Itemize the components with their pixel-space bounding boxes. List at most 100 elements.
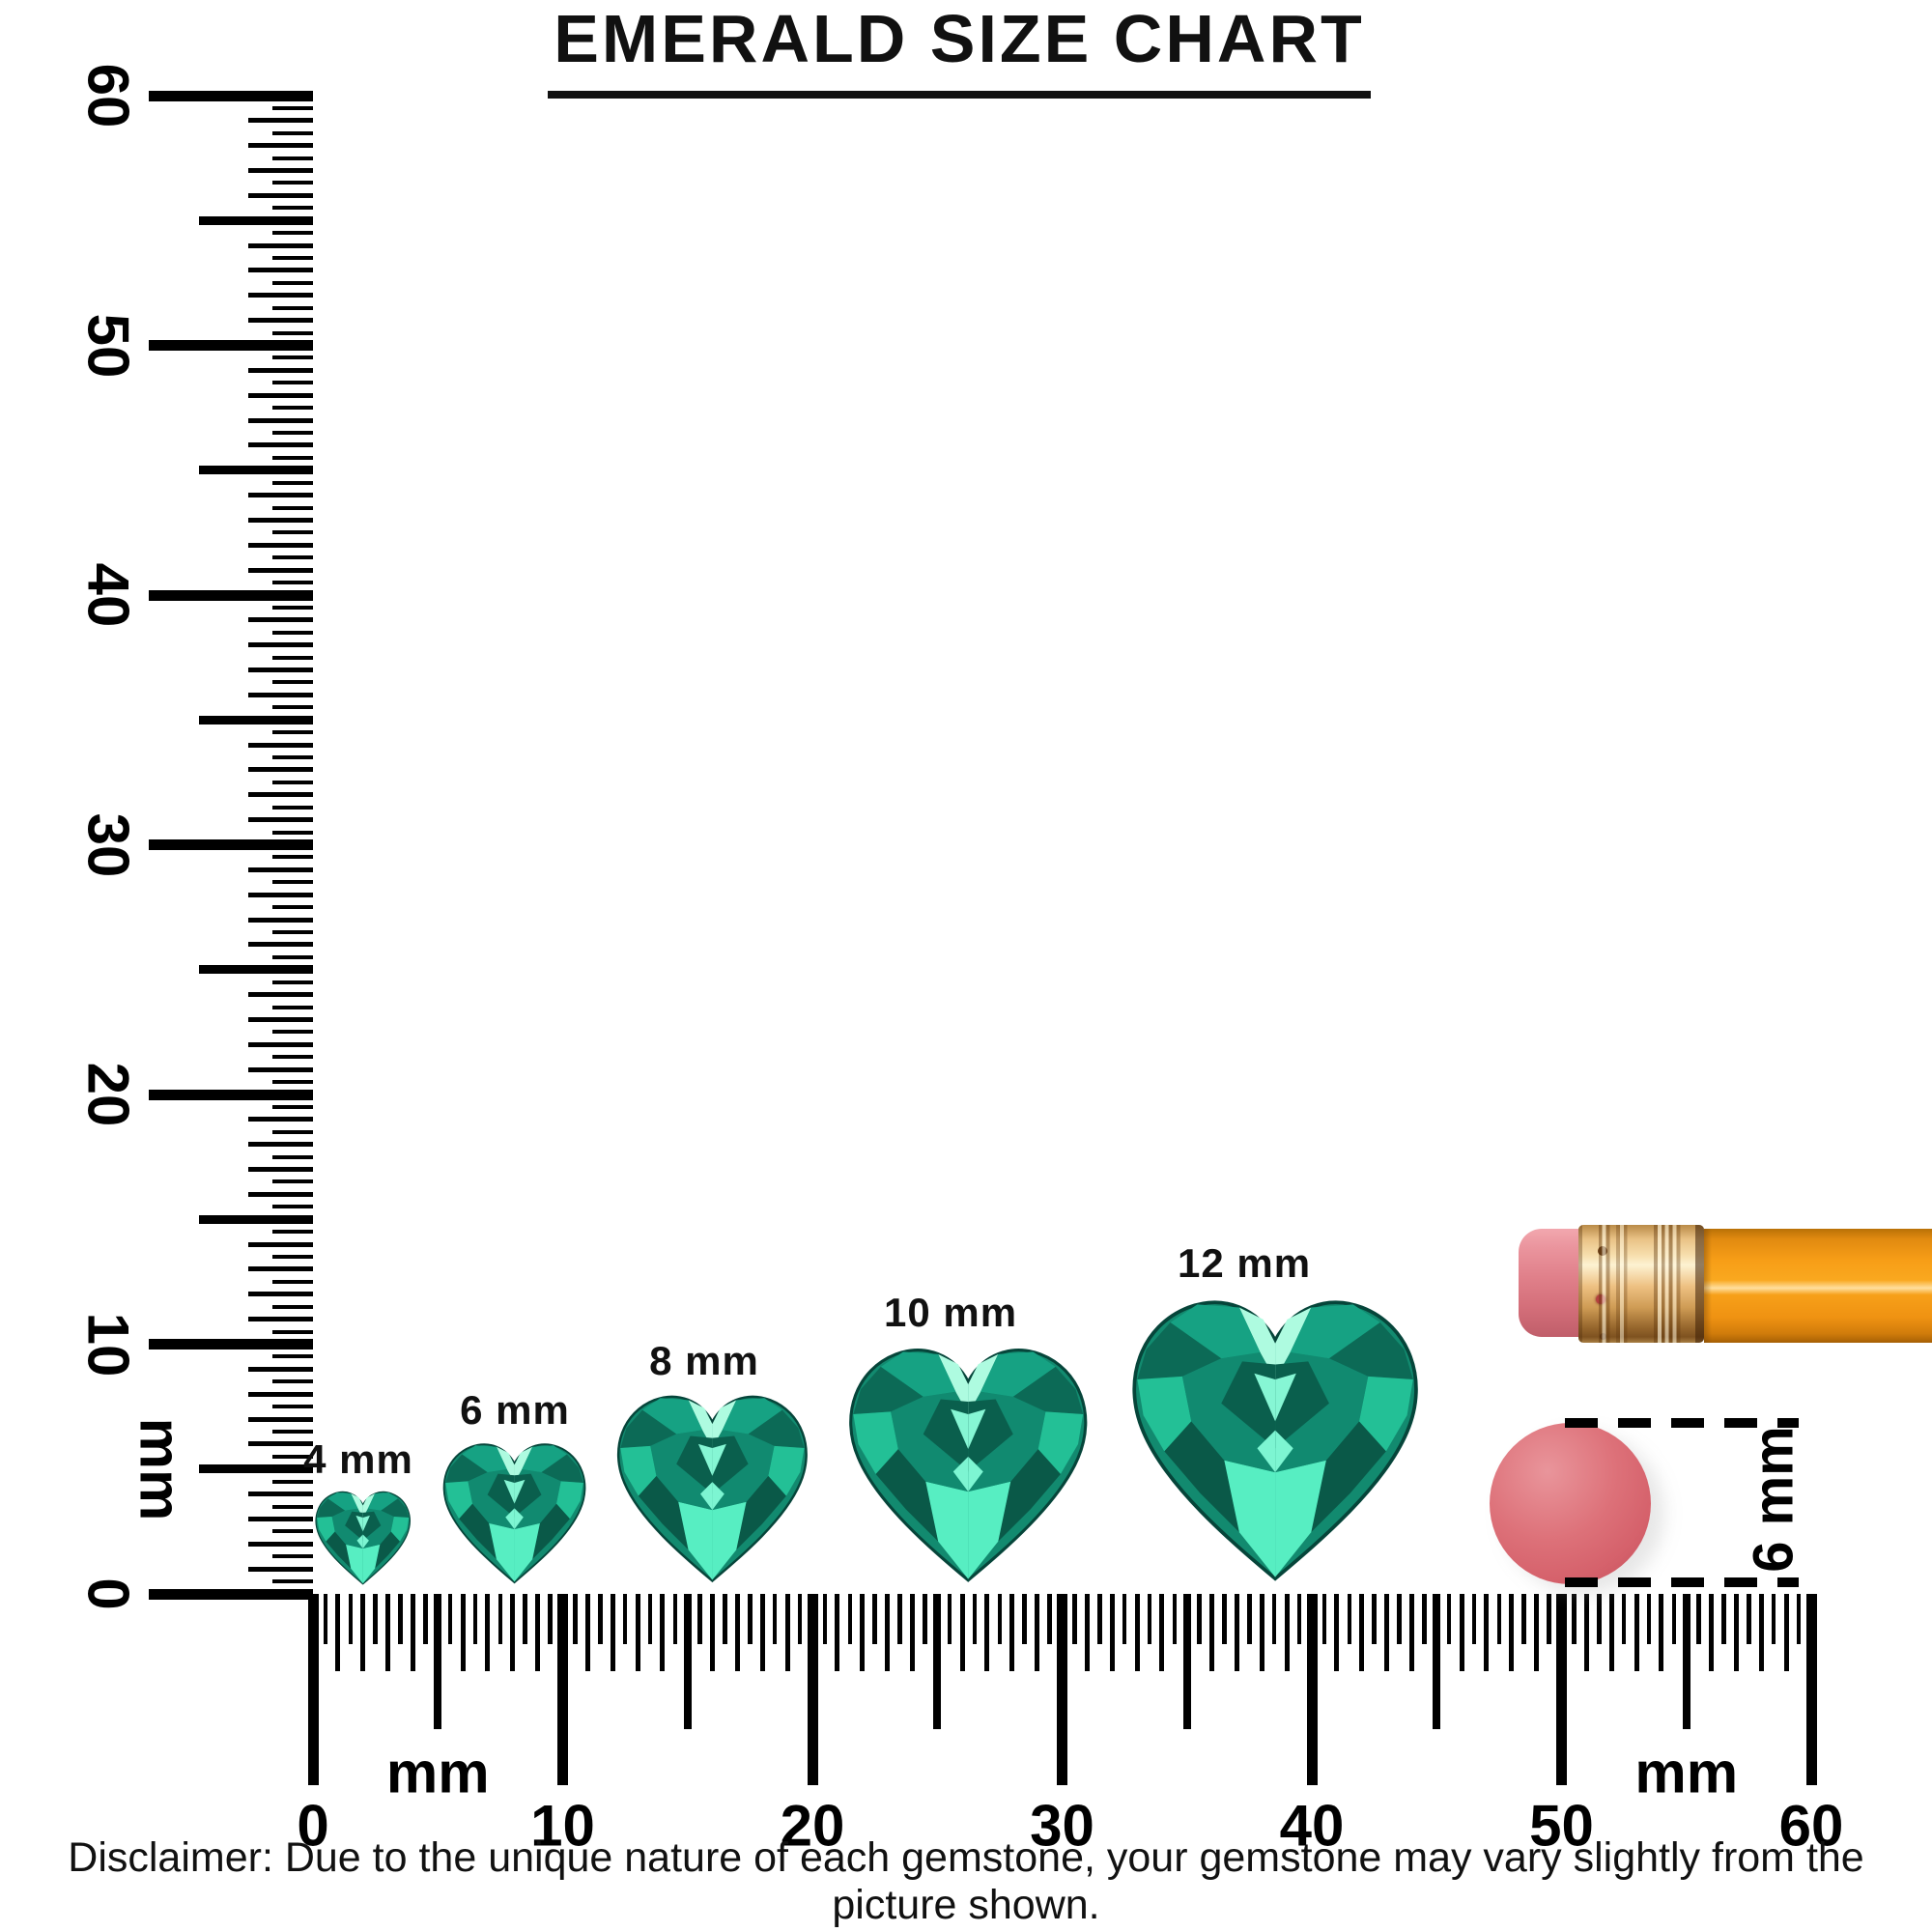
horizontal-ruler-unit-label: mm <box>1634 1740 1739 1805</box>
vertical-ruler-tick <box>272 1080 313 1085</box>
horizontal-ruler-tick <box>1384 1594 1390 1671</box>
vertical-ruler-tick <box>272 1255 313 1260</box>
horizontal-ruler-tick <box>984 1594 990 1671</box>
vertical-ruler-tick <box>248 168 313 174</box>
vertical-ruler-tick <box>272 256 313 261</box>
horizontal-ruler-tick <box>1621 1594 1627 1644</box>
vertical-ruler-tick <box>248 1167 313 1173</box>
vertical-ruler-tick <box>272 1329 313 1334</box>
horizontal-ruler-tick <box>1805 1594 1817 1785</box>
vertical-ruler-tick <box>248 1191 313 1197</box>
horizontal-ruler-tick <box>1234 1594 1239 1671</box>
measure-dash-top <box>1565 1418 1799 1428</box>
horizontal-ruler-tick <box>1433 1594 1441 1729</box>
vertical-ruler-tick <box>272 455 313 460</box>
vertical-ruler-tick <box>248 1292 313 1297</box>
vertical-ruler-tick <box>272 1129 313 1134</box>
horizontal-ruler-tick <box>497 1594 503 1644</box>
vertical-ruler-tick <box>248 992 313 998</box>
gem-heart-svg <box>843 1342 1094 1586</box>
horizontal-ruler-tick <box>723 1594 727 1644</box>
vertical-ruler-tick <box>272 1379 313 1384</box>
vertical-ruler-tick <box>272 1230 313 1235</box>
horizontal-ruler-label-60: 60 <box>1778 1793 1844 1859</box>
vertical-ruler-tick <box>272 655 313 660</box>
horizontal-ruler-tick <box>548 1594 553 1644</box>
horizontal-ruler-tick <box>1459 1594 1464 1671</box>
horizontal-ruler-tick <box>748 1594 753 1644</box>
horizontal-ruler-tick <box>1671 1594 1677 1644</box>
vertical-ruler-tick <box>272 980 313 984</box>
horizontal-ruler-tick <box>683 1594 692 1729</box>
vertical-ruler-tick <box>248 1391 313 1397</box>
horizontal-ruler-tick <box>1747 1594 1751 1644</box>
horizontal-ruler-tick <box>1583 1594 1589 1671</box>
horizontal-ruler-tick <box>1134 1594 1140 1671</box>
vertical-ruler-tick <box>199 1464 313 1474</box>
vertical-ruler-tick <box>272 231 313 236</box>
vertical-ruler-tick <box>248 917 313 923</box>
pencil-body <box>1704 1229 1932 1343</box>
vertical-ruler-tick <box>272 505 313 510</box>
vertical-ruler-tick <box>248 417 313 423</box>
vertical-ruler-tick <box>272 305 313 310</box>
vertical-ruler-tick <box>248 392 313 398</box>
horizontal-ruler-tick <box>885 1594 891 1671</box>
gem-size-label-6mm: 6 mm <box>460 1387 570 1433</box>
horizontal-ruler-tick <box>1009 1594 1015 1671</box>
horizontal-ruler-tick <box>997 1594 1003 1644</box>
horizontal-ruler-tick <box>485 1594 491 1671</box>
horizontal-ruler-tick <box>784 1594 790 1671</box>
horizontal-ruler-tick <box>759 1594 765 1671</box>
horizontal-ruler-tick <box>1496 1594 1502 1644</box>
ferrule-dot <box>1598 1246 1607 1256</box>
vertical-ruler-tick <box>248 1117 313 1122</box>
gem-heart-svg <box>440 1439 589 1586</box>
horizontal-ruler-tick <box>1659 1594 1664 1671</box>
horizontal-ruler-tick <box>1471 1594 1477 1644</box>
gem-size-label-8mm: 8 mm <box>649 1338 759 1384</box>
vertical-ruler-tick <box>272 905 313 910</box>
vertical-ruler-tick <box>272 605 313 610</box>
vertical-ruler-tick <box>248 817 313 823</box>
horizontal-ruler-tick <box>307 1594 319 1785</box>
vertical-ruler-tick <box>272 805 313 810</box>
horizontal-ruler-label-0: 0 <box>297 1793 329 1859</box>
gem-size-label-12mm: 12 mm <box>1177 1240 1312 1286</box>
vertical-ruler-tick <box>149 589 313 601</box>
horizontal-ruler-tick <box>385 1594 391 1671</box>
vertical-ruler-tick <box>272 181 313 185</box>
horizontal-ruler-tick <box>772 1594 778 1644</box>
horizontal-ruler-tick <box>1209 1594 1215 1671</box>
vertical-ruler-tick <box>248 692 313 697</box>
horizontal-ruler-tick <box>1306 1594 1318 1785</box>
vertical-ruler-tick <box>272 1354 313 1359</box>
horizontal-ruler-tick <box>510 1594 516 1671</box>
eraser-size-label: 6 mm <box>1742 1426 1805 1573</box>
vertical-ruler-tick <box>248 493 313 498</box>
horizontal-ruler-label-40: 40 <box>1279 1793 1345 1859</box>
vertical-ruler-tick <box>272 1529 313 1534</box>
vertical-ruler-tick <box>272 730 313 735</box>
vertical-ruler-tick <box>248 1492 313 1497</box>
vertical-ruler-tick <box>248 942 313 948</box>
vertical-ruler-tick <box>272 1279 313 1284</box>
horizontal-ruler-label-20: 20 <box>780 1793 845 1859</box>
gem-heart-12mm <box>1125 1293 1425 1586</box>
horizontal-ruler-tick <box>423 1594 428 1644</box>
gem-heart-svg <box>612 1390 812 1586</box>
vertical-ruler-tick <box>272 680 313 685</box>
vertical-ruler-tick <box>248 442 313 448</box>
horizontal-ruler-tick <box>1296 1594 1302 1644</box>
horizontal-ruler-tick <box>1022 1594 1027 1644</box>
vertical-ruler-tick <box>199 715 313 724</box>
vertical-ruler-tick <box>248 1516 313 1521</box>
vertical-ruler-tick <box>248 767 313 773</box>
horizontal-ruler-tick <box>398 1594 403 1644</box>
vertical-ruler-unit-label: mm <box>128 1417 193 1521</box>
horizontal-ruler-tick <box>460 1594 466 1671</box>
horizontal-ruler-tick <box>860 1594 866 1671</box>
horizontal-ruler-tick <box>1047 1594 1052 1644</box>
vertical-ruler-tick <box>272 480 313 485</box>
horizontal-ruler-tick <box>1721 1594 1726 1644</box>
